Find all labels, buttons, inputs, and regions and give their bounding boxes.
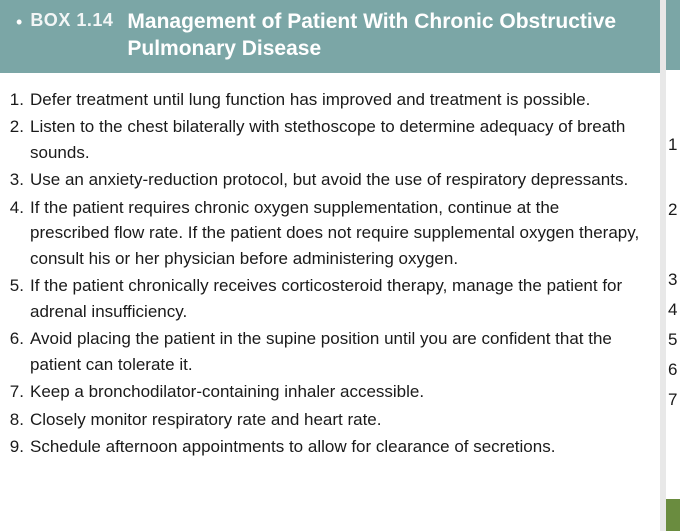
sliver-number: 5: [668, 330, 677, 350]
list-item: If the patient chronically receives cort…: [0, 273, 642, 324]
list-item: Use an anxiety-reduction protocol, but a…: [0, 167, 642, 193]
sliver-number: 2: [668, 200, 677, 220]
list-item: If the patient requires chronic oxygen s…: [0, 195, 642, 272]
box-label-number: 1.14: [76, 10, 113, 30]
adjacent-header-sliver: [666, 0, 680, 70]
list-item: Keep a bronchodilator-containing inhaler…: [0, 379, 642, 405]
header-bullet-icon: •: [16, 12, 22, 33]
box-label-prefix: BOX: [30, 10, 71, 30]
sliver-number: 1: [668, 135, 677, 155]
list-item: Schedule afternoon appointments to allow…: [0, 434, 642, 460]
box-container: • BOX 1.14 Management of Patient With Ch…: [0, 0, 660, 531]
adjacent-column-sliver: 1 2 3 4 5 6 7: [666, 0, 680, 531]
adjacent-footer-sliver: [666, 499, 680, 531]
sliver-number: 3: [668, 270, 677, 290]
list-wrap: Defer treatment until lung function has …: [0, 73, 660, 476]
box-title: Management of Patient With Chronic Obstr…: [127, 8, 644, 63]
list-item: Closely monitor respiratory rate and hea…: [0, 407, 642, 433]
sliver-number: 7: [668, 390, 677, 410]
sliver-number: 4: [668, 300, 677, 320]
management-list: Defer treatment until lung function has …: [0, 87, 642, 460]
sliver-number: 6: [668, 360, 677, 380]
list-item: Avoid placing the patient in the supine …: [0, 326, 642, 377]
list-item: Defer treatment until lung function has …: [0, 87, 642, 113]
box-label: BOX 1.14: [30, 10, 113, 31]
list-item: Listen to the chest bilaterally with ste…: [0, 114, 642, 165]
box-header: • BOX 1.14 Management of Patient With Ch…: [0, 0, 660, 73]
